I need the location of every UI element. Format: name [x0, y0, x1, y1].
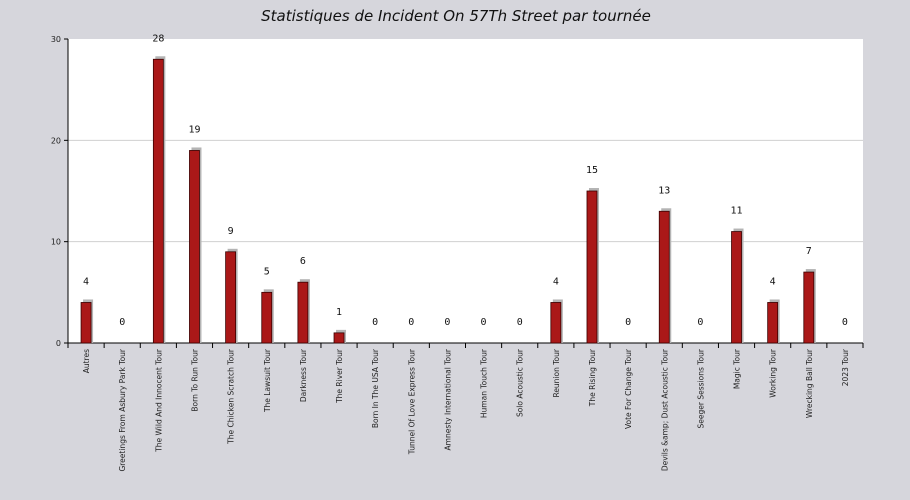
- data-label: 0: [697, 317, 703, 328]
- data-label: 7: [806, 246, 812, 257]
- x-tick-label: Reunion Tour: [552, 348, 561, 397]
- bar: [225, 251, 237, 344]
- x-tick-label: The Chicken Scratch Tour: [227, 348, 236, 445]
- x-tick-label: Born In The USA Tour: [371, 348, 380, 428]
- x-tick-label: Seeger Sessions Tour: [696, 348, 705, 428]
- data-label: 0: [408, 317, 414, 328]
- bar: [550, 302, 562, 344]
- x-tick-labels: Autres Greetings From Asbury Park Tour The…: [82, 348, 850, 471]
- data-label: 6: [300, 256, 306, 267]
- data-label: 0: [481, 317, 487, 328]
- data-label: 13: [658, 185, 670, 196]
- x-tick-label: Devils &amp; Dust Acoustic Tour: [660, 348, 669, 471]
- x-tick-label: Tunnel Of Love Express Tour: [407, 348, 416, 455]
- x-tick-label: Greetings From Asbury Park Tour: [118, 348, 127, 471]
- x-tick-label: Born To Run Tour: [190, 348, 199, 412]
- data-label: 15: [586, 165, 598, 176]
- bar: [333, 332, 345, 344]
- x-tick-label: The Rising Tour: [588, 348, 597, 407]
- data-label: 0: [444, 317, 450, 328]
- x-tick-label: Darkness Tour: [299, 348, 308, 402]
- data-label: 0: [625, 317, 631, 328]
- x-tick-label: Wrecking Ball Tour: [805, 348, 814, 418]
- y-tick-label: 20: [51, 136, 61, 145]
- data-label: 11: [730, 206, 742, 217]
- x-tick-label: The Wild And Innocent Tour: [154, 348, 163, 453]
- data-label: 1: [336, 307, 342, 318]
- y-tick-label: 30: [51, 35, 61, 44]
- data-labels: 4 0 28 19 9 5 6 1 0 0 0 0 0 4 15 0 13 0 11 4 7 0: [83, 33, 848, 328]
- data-label: 0: [372, 317, 378, 328]
- bar: [297, 281, 309, 344]
- data-label: 19: [188, 124, 200, 135]
- bar: [586, 190, 598, 344]
- data-label: 28: [152, 33, 164, 44]
- bar: [658, 210, 670, 344]
- plot-area: [68, 39, 863, 343]
- bar: [152, 58, 164, 344]
- y-tick-label: 0: [56, 339, 61, 348]
- data-label: 5: [264, 266, 270, 277]
- data-label: 4: [83, 276, 89, 287]
- data-label: 0: [842, 317, 848, 328]
- bar: [261, 291, 273, 344]
- x-tick-label: Amnesty International Tour: [443, 348, 452, 450]
- bar: [731, 231, 742, 344]
- x-tick-label: Working Tour: [769, 348, 778, 398]
- x-tick-label: The Lawsuit Tour: [263, 348, 272, 413]
- bar: [767, 302, 779, 344]
- data-label: 9: [228, 226, 234, 237]
- y-tick-label: 10: [51, 238, 61, 247]
- x-tick-label: Magic Tour: [733, 348, 742, 389]
- x-tick-label: Autres: [82, 349, 91, 373]
- data-label: 4: [770, 276, 776, 287]
- x-tick-label: Vote For Change Tour: [624, 348, 633, 429]
- x-tick-label: 2023 Tour: [841, 348, 850, 386]
- bars: [80, 56, 816, 344]
- x-tick-label: The River Tour: [335, 348, 344, 404]
- bar: [80, 302, 92, 344]
- bar: [803, 271, 815, 344]
- data-label: 0: [517, 317, 523, 328]
- x-tick-label: Solo Acoustic Tour: [516, 348, 525, 417]
- x-tick-label: Human Touch Tour: [480, 348, 489, 418]
- chart-title: Statistiques de Incident On 57Th Street …: [261, 7, 651, 25]
- y-tick-labels: 0 10 20 30: [51, 35, 61, 348]
- data-label: 4: [553, 276, 559, 287]
- data-label: 0: [119, 317, 125, 328]
- bar: [189, 150, 200, 344]
